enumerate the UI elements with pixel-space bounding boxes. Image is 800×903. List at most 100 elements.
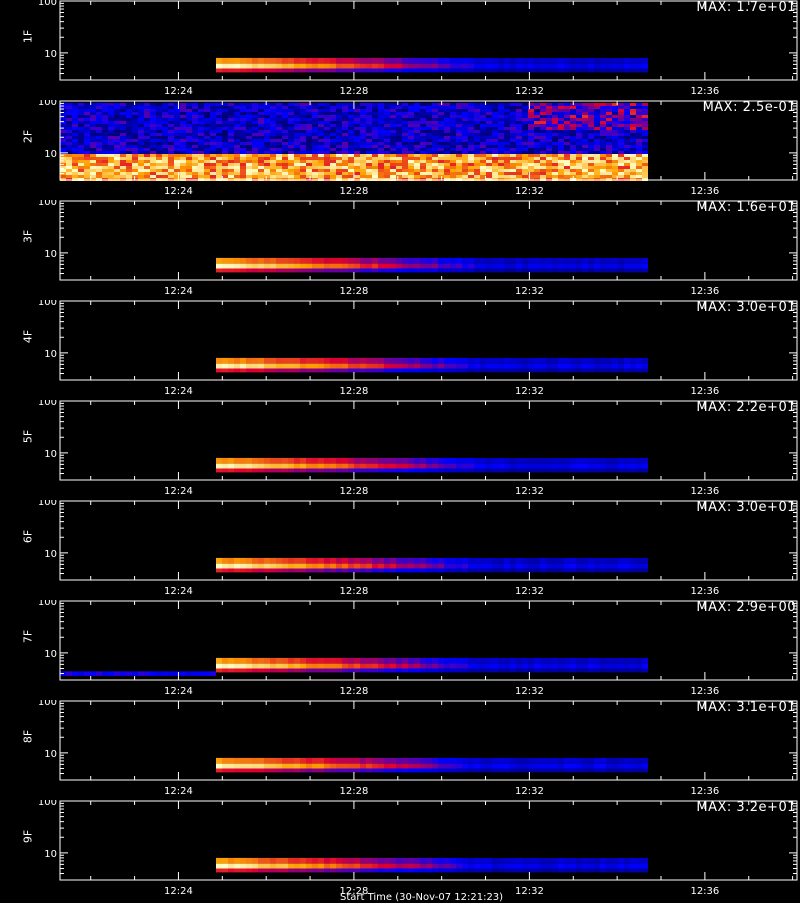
heatmap-cell <box>306 130 312 133</box>
heatmap-cell <box>528 160 534 163</box>
heatmap-cell <box>534 151 540 154</box>
heatmap-cell <box>462 368 468 372</box>
heatmap-cell <box>306 858 312 864</box>
heatmap-cell <box>612 130 618 133</box>
heatmap-cell <box>216 175 222 178</box>
heatmap-cell <box>264 124 270 127</box>
heatmap-cell <box>390 564 396 569</box>
heatmap-cell <box>180 136 186 139</box>
heatmap-cell <box>510 172 516 175</box>
heatmap-cell <box>480 139 486 142</box>
heatmap-cell <box>306 151 312 154</box>
heatmap-cell <box>582 568 588 572</box>
heatmap-cell <box>444 258 450 264</box>
heatmap-cell <box>336 172 342 175</box>
heatmap-cell <box>636 106 642 109</box>
heatmap-cell <box>492 103 498 106</box>
heatmap-cell <box>102 157 108 160</box>
heatmap-cell <box>468 564 474 569</box>
y-tick-label: 10 <box>44 49 57 60</box>
heatmap-cell <box>624 112 630 115</box>
heatmap-cell <box>276 130 282 133</box>
heatmap-cell <box>486 112 492 115</box>
heatmap-cell <box>516 358 522 364</box>
heatmap-cell <box>588 103 594 106</box>
heatmap-cell <box>624 758 630 764</box>
heatmap-cell <box>552 166 558 169</box>
heatmap-cell <box>240 109 246 112</box>
heatmap-cell <box>402 169 408 172</box>
heatmap-cell <box>270 558 276 564</box>
heatmap-cell <box>252 64 258 69</box>
heatmap-cell <box>558 664 564 669</box>
heatmap-cell <box>420 264 426 269</box>
heatmap-cell <box>630 145 636 148</box>
heatmap-cell <box>510 130 516 133</box>
heatmap-cell <box>618 139 624 142</box>
heatmap-cell <box>120 118 126 121</box>
heatmap-cell <box>330 148 336 151</box>
heatmap-cell <box>630 658 636 664</box>
heatmap-cell <box>588 868 594 872</box>
heatmap-cell <box>216 160 222 163</box>
heatmap-cell <box>378 764 384 769</box>
heatmap-cell <box>636 558 642 564</box>
heatmap-cell <box>576 768 582 772</box>
heatmap-cell <box>576 268 582 272</box>
heatmap-cell <box>396 118 402 121</box>
heatmap-cell <box>378 175 384 178</box>
heatmap-cell <box>546 658 552 664</box>
heatmap-cell <box>642 163 648 166</box>
heatmap-cell <box>120 154 126 157</box>
heatmap-cell <box>318 358 324 364</box>
heatmap-cell <box>426 268 432 272</box>
heatmap-cell <box>432 358 438 364</box>
heatmap-cell <box>528 109 534 112</box>
heatmap-cell <box>312 112 318 115</box>
heatmap-cell <box>522 142 528 145</box>
heatmap-cell <box>606 163 612 166</box>
heatmap-cell <box>204 154 210 157</box>
heatmap-cell <box>306 368 312 372</box>
heatmap-cell <box>546 163 552 166</box>
heatmap-cell <box>636 118 642 121</box>
heatmap-cell <box>402 268 408 272</box>
heatmap-cell <box>558 142 564 145</box>
heatmap-cell <box>282 112 288 115</box>
heatmap-cell <box>432 364 438 369</box>
heatmap-cell <box>432 258 438 264</box>
heatmap-cell <box>468 172 474 175</box>
heatmap-cell <box>360 358 366 364</box>
heatmap-cell <box>480 130 486 133</box>
heatmap-cell <box>420 368 426 372</box>
heatmap-cell <box>498 864 504 869</box>
heatmap-cell <box>438 133 444 136</box>
heatmap-cell <box>360 154 366 157</box>
heatmap-cell <box>570 154 576 157</box>
heatmap-cell <box>324 564 330 569</box>
heatmap-cell <box>618 468 624 472</box>
heatmap-cell <box>582 68 588 72</box>
heatmap-cell <box>576 458 582 464</box>
heatmap-cell <box>306 169 312 172</box>
heatmap-cell <box>552 160 558 163</box>
heatmap-cell <box>72 154 78 157</box>
heatmap-cell <box>360 864 366 869</box>
heatmap-cell <box>600 368 606 372</box>
heatmap-cell <box>468 142 474 145</box>
heatmap-cell <box>318 136 324 139</box>
heatmap-cell <box>564 468 570 472</box>
heatmap-cell <box>228 264 234 269</box>
heatmap-cell <box>420 64 426 69</box>
heatmap-cell <box>528 142 534 145</box>
heatmap-cell <box>522 121 528 124</box>
heatmap-cell <box>324 458 330 464</box>
heatmap-cell <box>354 58 360 64</box>
heatmap-cell <box>558 468 564 472</box>
heatmap-cell <box>486 468 492 472</box>
heatmap-cell <box>342 112 348 115</box>
heatmap-cell <box>318 133 324 136</box>
heatmap-cell <box>552 664 558 669</box>
heatmap-cell <box>642 175 648 178</box>
